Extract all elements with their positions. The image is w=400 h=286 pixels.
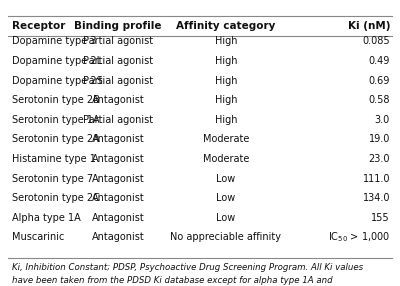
Text: Low: Low (216, 174, 236, 184)
Text: 134.0: 134.0 (362, 193, 390, 203)
Text: Antagonist: Antagonist (92, 134, 144, 144)
Text: 0.69: 0.69 (369, 76, 390, 86)
Text: Alpha type 1A: Alpha type 1A (12, 213, 81, 223)
Text: 19.0: 19.0 (369, 134, 390, 144)
Text: 3.0: 3.0 (375, 115, 390, 125)
Text: Partial agonist: Partial agonist (83, 76, 153, 86)
Text: 0.085: 0.085 (362, 37, 390, 46)
Text: Antagonist: Antagonist (92, 174, 144, 184)
Text: Moderate: Moderate (203, 154, 249, 164)
Text: Partial agonist: Partial agonist (83, 56, 153, 66)
Text: 0.58: 0.58 (368, 95, 390, 105)
Text: High: High (215, 37, 237, 46)
Text: Partial agonist: Partial agonist (83, 115, 153, 125)
Text: Muscarinic: Muscarinic (12, 233, 64, 242)
Text: High: High (215, 56, 237, 66)
Text: Antagonist: Antagonist (92, 154, 144, 164)
Text: Serotonin type 7: Serotonin type 7 (12, 174, 93, 184)
Text: Dopamine type 3: Dopamine type 3 (12, 37, 96, 46)
Text: Histamine type 1: Histamine type 1 (12, 154, 96, 164)
Text: 155: 155 (371, 213, 390, 223)
Text: Serotonin type 1A: Serotonin type 1A (12, 115, 100, 125)
Text: Affinity category: Affinity category (176, 21, 276, 31)
Text: Binding profile: Binding profile (74, 21, 162, 31)
Text: Antagonist: Antagonist (92, 213, 144, 223)
Text: Dopamine type 2L: Dopamine type 2L (12, 56, 102, 66)
Text: Antagonist: Antagonist (92, 95, 144, 105)
Text: Antagonist: Antagonist (92, 233, 144, 242)
Text: Serotonin type 2C: Serotonin type 2C (12, 193, 100, 203)
Text: Low: Low (216, 193, 236, 203)
Text: Ki (nM): Ki (nM) (348, 21, 390, 31)
Text: Serotonin type 2A: Serotonin type 2A (12, 134, 100, 144)
Text: Partial agonist: Partial agonist (83, 37, 153, 46)
Text: High: High (215, 76, 237, 86)
Text: 0.49: 0.49 (369, 56, 390, 66)
Text: 111.0: 111.0 (362, 174, 390, 184)
Text: IC$_{50}$ > 1,000: IC$_{50}$ > 1,000 (328, 231, 390, 244)
Text: Moderate: Moderate (203, 134, 249, 144)
Text: Serotonin type 2B: Serotonin type 2B (12, 95, 100, 105)
Text: No appreciable affinity: No appreciable affinity (170, 233, 282, 242)
Text: High: High (215, 115, 237, 125)
Text: Antagonist: Antagonist (92, 193, 144, 203)
Text: Low: Low (216, 213, 236, 223)
Text: Dopamine type 2S: Dopamine type 2S (12, 76, 103, 86)
Text: have been taken from the PDSD Ki database except for alpha type 1A and: have been taken from the PDSD Ki databas… (12, 276, 333, 285)
Text: Receptor: Receptor (12, 21, 65, 31)
Text: Ki, Inhibition Constant; PDSP, Psychoactive Drug Screening Program. All Ki value: Ki, Inhibition Constant; PDSP, Psychoact… (12, 263, 363, 271)
Text: 23.0: 23.0 (368, 154, 390, 164)
Text: High: High (215, 95, 237, 105)
